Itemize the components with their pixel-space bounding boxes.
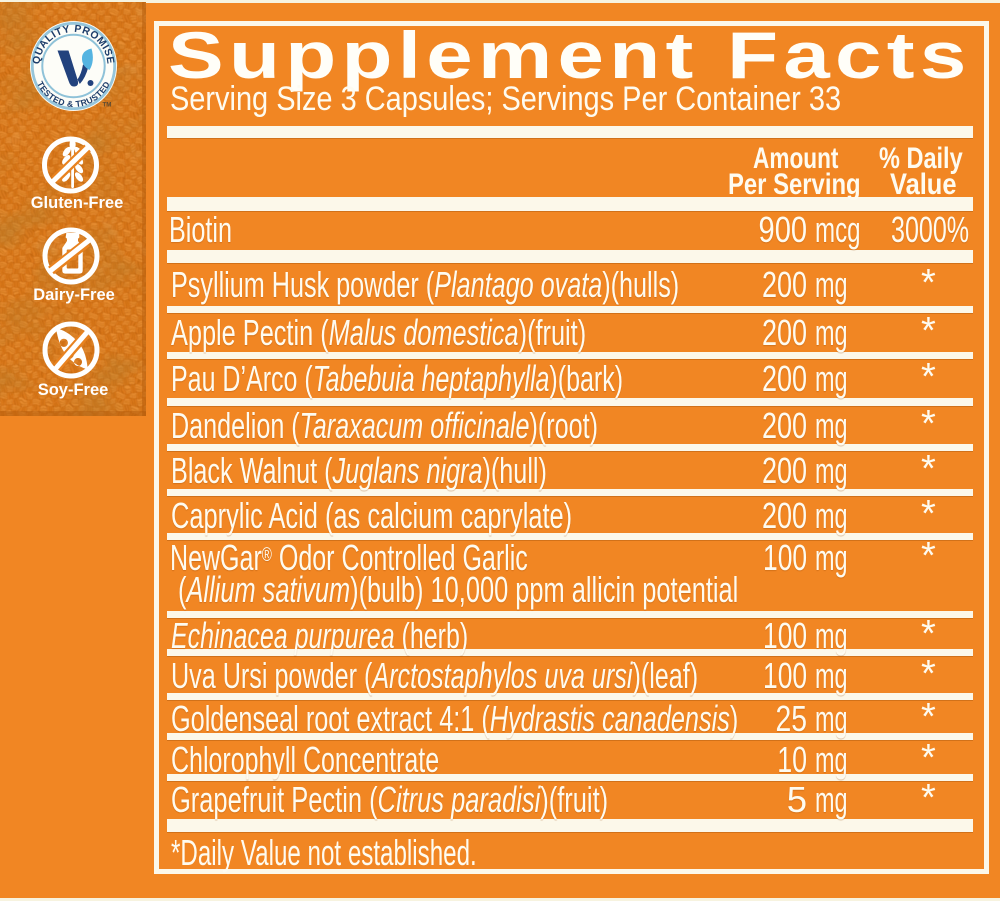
svg-text:TM: TM	[103, 102, 112, 109]
